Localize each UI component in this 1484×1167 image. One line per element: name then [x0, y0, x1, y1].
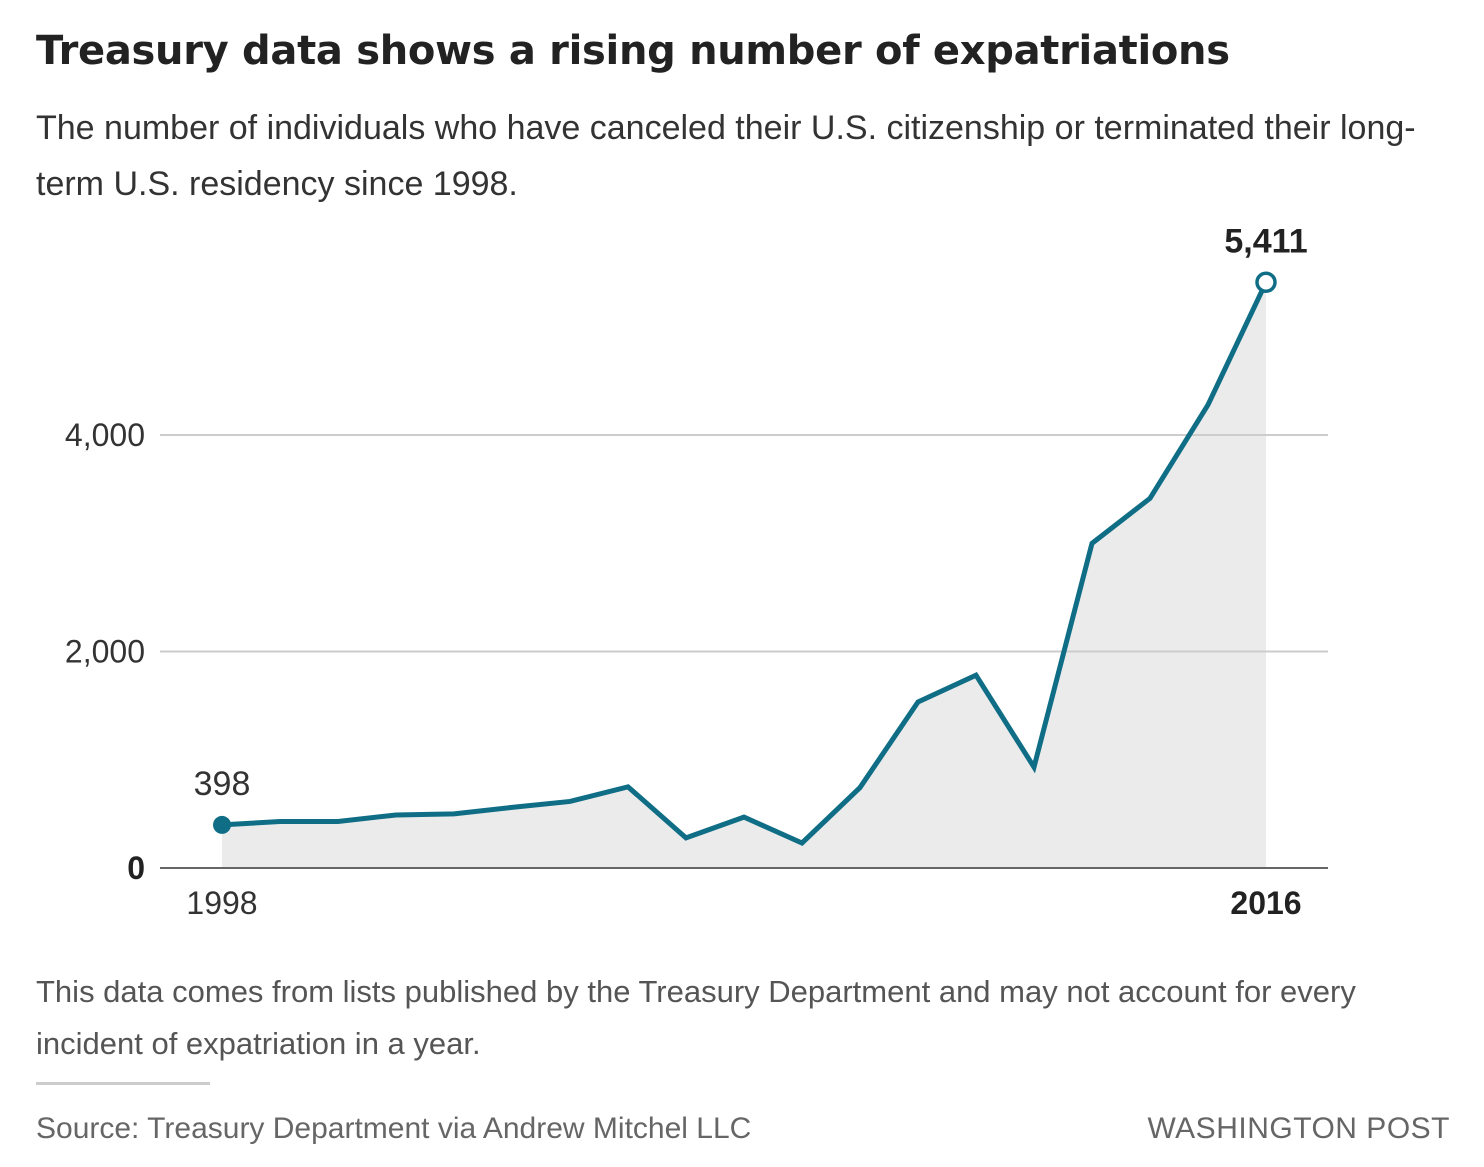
y-tick-label-0: 0 — [127, 850, 145, 886]
series-line — [219, 279, 1269, 846]
end-point-marker — [1255, 271, 1277, 294]
chart-note: This data comes from lists published by … — [36, 974, 1356, 1061]
chart-title: Treasury data shows a rising number of e… — [36, 28, 1230, 74]
footer-divider — [36, 1082, 210, 1085]
area-fill — [222, 282, 1266, 868]
y-tick-label-2000: 2,000 — [65, 634, 145, 670]
start-point-marker — [213, 815, 231, 834]
y-tick-label-4000: 4,000 — [65, 417, 145, 453]
data-label-2016: 5,411 — [1224, 222, 1307, 260]
line-area-chart: 0 2,000 4,000 1998 2016 398 5,411 — [65, 222, 1328, 921]
x-tick-label-1998: 1998 — [186, 885, 257, 921]
x-tick-label-2016: 2016 — [1230, 885, 1301, 921]
data-label-1998: 398 — [194, 765, 251, 803]
publisher-credit: WASHINGTON POST — [1147, 1112, 1450, 1145]
chart-subtitle: The number of individuals who have cance… — [36, 109, 1416, 203]
source-credit: Source: Treasury Department via Andrew M… — [36, 1112, 752, 1145]
